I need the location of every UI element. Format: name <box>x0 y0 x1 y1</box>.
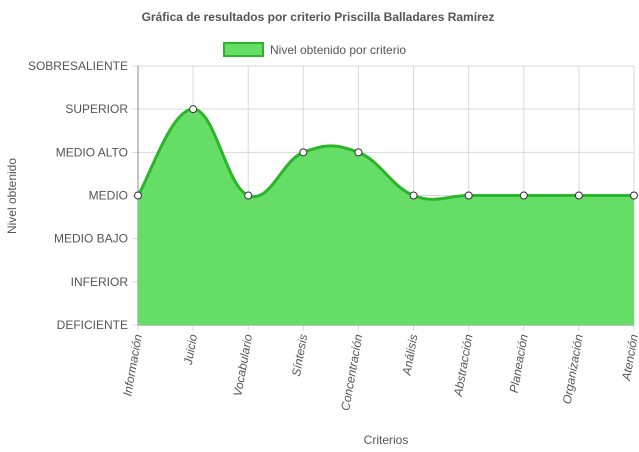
y-tick-label: INFERIOR <box>71 275 129 289</box>
x-tick-label: Información <box>120 333 145 397</box>
plot-area <box>134 105 638 326</box>
legend-label: Nivel obtenido por criterio <box>270 43 406 57</box>
data-point[interactable] <box>630 191 638 200</box>
data-point[interactable] <box>409 191 418 200</box>
data-point[interactable] <box>519 191 528 200</box>
y-tick-label: DEFICIENTE <box>57 318 128 332</box>
y-tick-label: SOBRESALIENTE <box>28 59 128 73</box>
x-tick-label: Vocabulario <box>230 333 255 398</box>
x-tick-label: Concentración <box>338 333 365 412</box>
y-tick-label: SUPERIOR <box>65 102 128 116</box>
y-tick-label: MEDIO BAJO <box>54 232 128 246</box>
x-tick-label: Abstracción <box>451 333 476 398</box>
data-point[interactable] <box>244 191 253 200</box>
x-tick-label: Juicio <box>181 333 200 367</box>
y-tick-label: MEDIO ALTO <box>56 145 128 159</box>
data-point[interactable] <box>574 191 583 200</box>
x-tick-label: Planeación <box>507 333 531 394</box>
x-axis-ticks: Información Juicio Vocabulario Síntesis Conc… <box>120 333 639 412</box>
x-tick-label: Síntesis <box>289 333 310 377</box>
series-area <box>138 109 634 326</box>
y-axis-title: Nivel obtenido <box>5 158 19 234</box>
chart-title: Gráfica de resultados por criterio Prisc… <box>142 10 495 24</box>
y-tick-label: MEDIO <box>89 189 128 203</box>
x-tick-label: Análisis <box>399 333 420 377</box>
data-point[interactable] <box>464 191 473 200</box>
y-axis-ticks: DEFICIENTE INFERIOR MEDIO BAJO MEDIO MEDIO A… <box>28 59 128 332</box>
legend[interactable]: Nivel obtenido por criterio <box>223 42 406 57</box>
x-tick-label: Organización <box>560 333 586 405</box>
data-point[interactable] <box>189 105 198 114</box>
data-point[interactable] <box>354 148 363 157</box>
x-tick-label: Atención <box>619 333 639 383</box>
legend-swatch <box>223 42 264 57</box>
x-axis-title: Criterios <box>364 433 409 447</box>
data-point[interactable] <box>134 191 142 200</box>
data-point[interactable] <box>299 148 308 157</box>
